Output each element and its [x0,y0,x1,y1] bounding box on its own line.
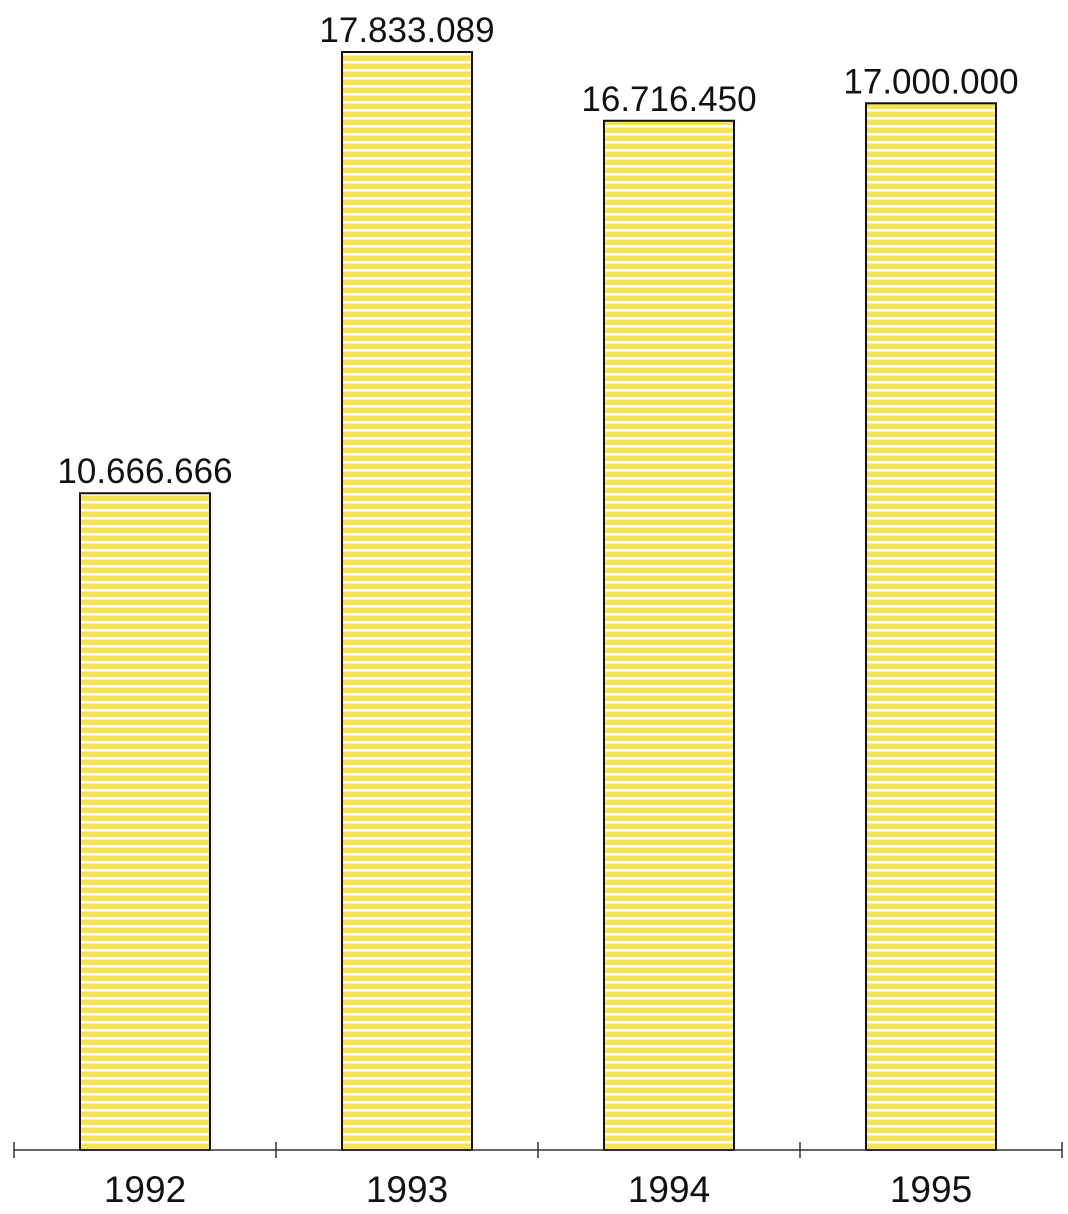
value-label-1994: 16.716.450 [581,80,756,119]
x-tick-label-1994: 1994 [628,1169,710,1209]
bar-1992 [79,492,211,1151]
value-label-1995: 17.000.000 [843,62,1018,101]
x-tick-label-1992: 1992 [104,1169,186,1209]
x-tick-label-1995: 1995 [890,1169,972,1209]
value-label-1993: 17.833.089 [319,11,494,50]
bar-1995 [865,102,997,1151]
bar-1993 [341,51,473,1151]
bars-layer [79,51,997,1151]
bar-1994 [603,119,735,1151]
labels-layer: 10.666.666 1992 17.833.089 1993 16.716.450 19… [57,11,1018,1210]
x-axis [13,1142,1063,1158]
x-tick-label-1993: 1993 [366,1169,448,1209]
value-label-1992: 10.666.666 [57,452,232,491]
